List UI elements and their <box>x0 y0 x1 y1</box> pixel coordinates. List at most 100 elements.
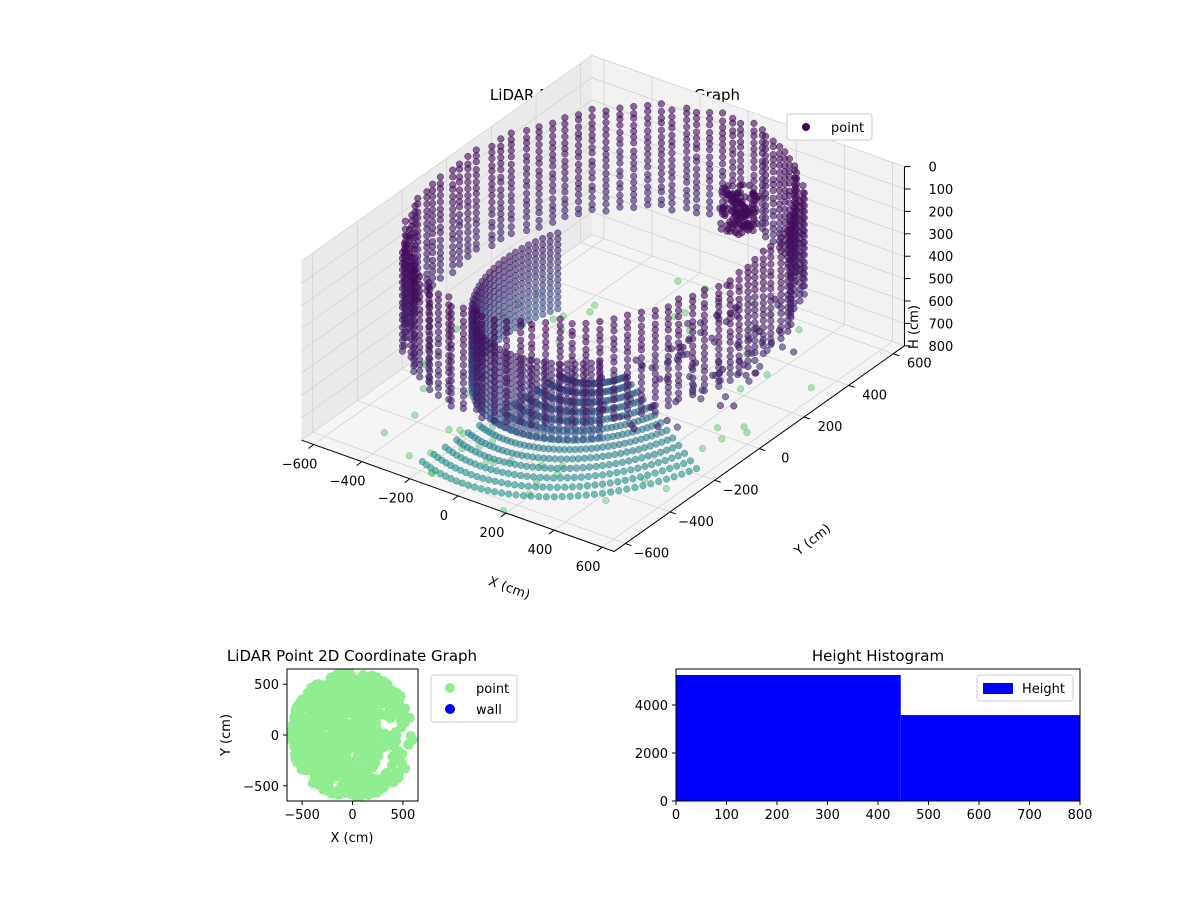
lidar-point <box>785 155 793 163</box>
lidar-point <box>517 411 525 419</box>
lidar-point <box>610 358 618 366</box>
lidar-point <box>449 224 457 232</box>
lidar-point <box>683 147 691 155</box>
lidar-point <box>488 191 496 200</box>
lidar-point <box>447 315 455 323</box>
legend-3d-marker <box>802 123 810 131</box>
lidar-point <box>602 131 610 139</box>
lidar-point <box>535 134 543 142</box>
z-tick-label: 800 <box>928 340 953 355</box>
lidar-point <box>493 467 501 475</box>
lidar-point <box>596 362 604 370</box>
lidar-point <box>490 322 498 330</box>
lidar-point <box>689 328 697 336</box>
lidar-point <box>759 272 767 281</box>
point-2d <box>325 747 336 758</box>
hist-bar <box>900 715 1080 801</box>
lidar-point <box>692 157 701 165</box>
lidar-point <box>796 222 804 230</box>
lidar-point <box>730 402 738 410</box>
lidar-point <box>503 317 511 326</box>
lidar-point <box>568 357 576 365</box>
lidar-point <box>459 323 467 331</box>
lidar-point <box>588 136 596 145</box>
lidar-point <box>447 371 455 379</box>
lidar-point <box>719 135 727 143</box>
lidar-point <box>563 474 571 482</box>
lidar-point <box>675 306 683 315</box>
lidar-point <box>536 473 544 481</box>
lidar-point <box>744 281 752 289</box>
point-2d <box>372 737 383 748</box>
lidar-point <box>528 396 536 404</box>
lidar-point <box>426 316 434 325</box>
point-2d <box>389 742 400 752</box>
x-tick-mark <box>596 546 603 552</box>
lidar-point <box>574 134 583 142</box>
lidar-point <box>556 328 564 336</box>
x-tick-mark <box>356 461 362 466</box>
lidar-point <box>556 334 564 343</box>
lidar-point <box>657 163 665 171</box>
lidar-point <box>596 419 604 427</box>
lidar-point <box>546 483 554 491</box>
lidar-point <box>447 377 455 385</box>
lidar-point <box>587 435 595 443</box>
lidar-point <box>582 376 590 384</box>
lidar-point <box>455 247 464 255</box>
lidar-point <box>590 490 598 498</box>
lidar-point <box>507 184 515 192</box>
x-tick-label: 0 <box>440 509 448 524</box>
lidar-point <box>629 447 637 455</box>
lidar-point <box>497 192 505 200</box>
lidar-point <box>555 424 563 432</box>
lidar-point <box>426 331 434 339</box>
z-tick-label: 400 <box>928 250 953 265</box>
lidar-point <box>706 109 714 117</box>
lidar-point <box>449 268 457 277</box>
lidar-point <box>769 231 777 239</box>
lidar-point <box>614 478 622 486</box>
lidar-point <box>668 187 676 195</box>
lidar-point <box>610 315 618 323</box>
y-tick-label-2d: −500 <box>243 780 279 795</box>
point-2d <box>316 713 327 724</box>
lidar-point <box>498 468 506 476</box>
lidar-point <box>700 367 708 375</box>
lidar-point <box>533 433 541 441</box>
lidar-point <box>683 123 691 131</box>
lidar-point <box>699 444 707 453</box>
lidar-point <box>599 480 607 488</box>
lidar-point <box>735 357 743 365</box>
point-2d <box>359 756 370 767</box>
lidar-point <box>651 387 659 396</box>
lidar-point <box>504 469 512 478</box>
lidar-point <box>744 363 752 371</box>
lidar-point <box>555 436 563 444</box>
lidar-point <box>726 320 734 328</box>
lidar-point <box>726 363 734 372</box>
lidar-point <box>459 379 467 387</box>
lidar-point <box>700 336 708 344</box>
lidar-point <box>484 486 492 494</box>
lidar-point <box>455 186 464 194</box>
lidar-point <box>623 373 632 382</box>
lidar-point <box>574 191 583 199</box>
lidar-point <box>602 162 610 170</box>
lidar-point <box>553 464 561 473</box>
lidar-point <box>517 347 525 355</box>
lidar-point <box>651 357 659 365</box>
point-2d <box>338 769 349 780</box>
lidar-point <box>769 225 777 233</box>
lidar-point <box>478 389 486 397</box>
lidar-point <box>488 185 496 194</box>
lidar-point <box>623 380 632 388</box>
lidar-point <box>568 320 576 328</box>
z-axis-label-3d: H (cm) <box>907 305 922 349</box>
lidar-point <box>410 287 418 295</box>
lidar-point <box>591 301 599 309</box>
lidar-point <box>603 424 611 432</box>
lidar-point <box>434 384 442 392</box>
lidar-point <box>651 363 659 371</box>
legend-hist-label: Height <box>1022 682 1065 697</box>
